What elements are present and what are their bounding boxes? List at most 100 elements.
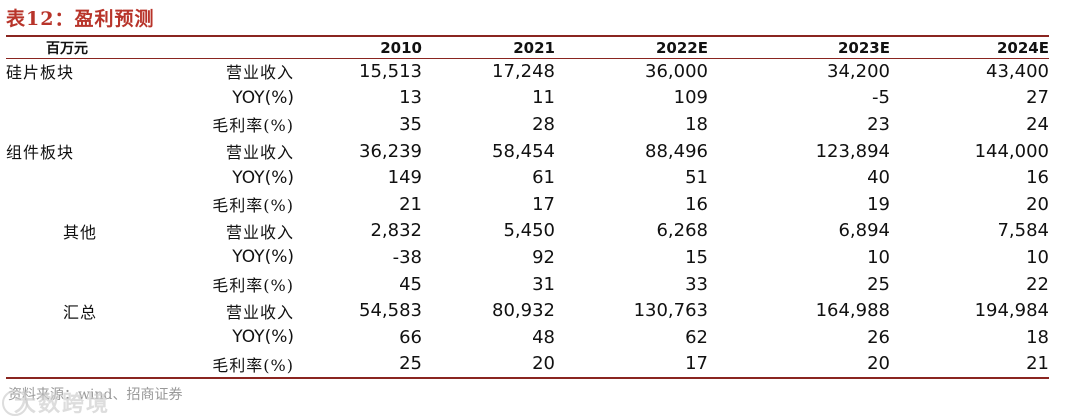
segment-label [6, 244, 176, 271]
forecast-table: 百万元 2010 2021 2022E 2023E 2024E 硅片板块 营业收… [6, 37, 1049, 377]
value-cell: 27 [1026, 87, 1049, 109]
value-cell: 61 [532, 167, 555, 189]
value-cell: 16 [685, 193, 708, 215]
table-row: 毛利率(%) 25 20 17 20 21 [6, 351, 1049, 378]
value-cell: 11 [532, 87, 555, 109]
table-row: 毛利率(%) 35 28 18 23 24 [6, 111, 1049, 138]
segment-label: 汇总 [63, 302, 98, 322]
value-cell: 17 [685, 353, 708, 375]
table-row: YOY(%) 66 48 62 26 18 [6, 324, 1049, 351]
value-cell: 36,000 [645, 60, 708, 82]
watermark-text: 大数跨境 [14, 392, 111, 417]
table-row: YOY(%) -38 92 15 10 10 [6, 244, 1049, 271]
watermark-logo-icon [2, 390, 28, 416]
segment-label: 组件板块 [6, 143, 75, 163]
segment-label [6, 111, 176, 138]
value-cell: 23 [867, 113, 890, 135]
value-cell: 19 [867, 193, 890, 215]
year-header: 2024E [997, 38, 1049, 57]
table-title: 表12：盈利预测 [6, 8, 155, 30]
table-row: 汇总 营业收入 54,583 80,932 130,763 164,988 19… [6, 297, 1049, 324]
segment-label [6, 191, 176, 218]
table-row: 毛利率(%) 45 31 33 25 22 [6, 271, 1049, 298]
value-cell: 22 [1026, 273, 1049, 295]
value-cell: 20 [1026, 193, 1049, 215]
value-cell: 109 [673, 87, 708, 109]
value-cell: 92 [532, 246, 555, 268]
value-cell: 2,832 [370, 220, 422, 242]
metric-label: YOY(%) [232, 247, 294, 268]
value-cell: 13 [399, 87, 422, 109]
value-cell: 144,000 [974, 140, 1049, 162]
source-note: 资料来源：wind、招商证券 [8, 387, 183, 403]
value-cell: 10 [1026, 246, 1049, 268]
value-cell: 7,584 [997, 220, 1049, 242]
metric-label: 毛利率(%) [212, 355, 294, 375]
metric-header [176, 37, 294, 58]
value-cell: 26 [867, 326, 890, 348]
segment-label [6, 324, 176, 351]
value-cell: 6,268 [656, 220, 708, 242]
value-cell: 194,984 [974, 300, 1049, 322]
value-cell: 164,988 [815, 300, 890, 322]
value-cell: 58,454 [492, 140, 555, 162]
value-cell: 88,496 [645, 140, 708, 162]
value-cell: 6,894 [838, 220, 890, 242]
metric-label: YOY(%) [232, 167, 294, 188]
value-cell: 18 [685, 113, 708, 135]
value-cell: 24 [1026, 113, 1049, 135]
metric-label: 毛利率(%) [212, 196, 294, 216]
value-cell: 48 [532, 326, 555, 348]
value-cell: 80,932 [492, 300, 555, 322]
value-cell: 149 [387, 167, 422, 189]
value-cell: 25 [867, 273, 890, 295]
value-cell: 51 [685, 167, 708, 189]
metric-label: 营业收入 [225, 222, 294, 242]
table-row: 组件板块 营业收入 36,239 58,454 88,496 123,894 1… [6, 138, 1049, 165]
value-cell: 43,400 [986, 60, 1049, 82]
value-cell: 54,583 [359, 300, 422, 322]
header-rule [6, 58, 1049, 59]
value-cell: 20 [867, 353, 890, 375]
year-header: 2022E [656, 38, 708, 57]
value-cell: 31 [532, 273, 555, 295]
year-header: 2021 [513, 38, 555, 57]
segment-label [6, 271, 176, 298]
value-cell: 40 [867, 167, 890, 189]
segment-label: 硅片板块 [6, 63, 75, 83]
metric-label: 营业收入 [225, 143, 294, 163]
top-rule [6, 35, 1049, 37]
table-row: 其他 营业收入 2,832 5,450 6,268 6,894 7,584 [6, 218, 1049, 245]
metric-label: YOY(%) [232, 87, 294, 108]
value-cell: 130,763 [633, 300, 708, 322]
value-cell: 45 [399, 273, 422, 295]
bottom-rule [6, 377, 1049, 379]
value-cell: 62 [685, 326, 708, 348]
value-cell: 10 [867, 246, 890, 268]
value-cell: 21 [1026, 353, 1049, 375]
table-row: YOY(%) 13 11 109 -5 27 [6, 85, 1049, 112]
segment-label [6, 164, 176, 191]
value-cell: 16 [1026, 167, 1049, 189]
value-cell: 33 [685, 273, 708, 295]
value-cell: 21 [399, 193, 422, 215]
metric-label: 营业收入 [225, 63, 294, 83]
value-cell: 15 [685, 246, 708, 268]
year-header: 2023E [838, 38, 890, 57]
value-cell: 5,450 [503, 220, 555, 242]
segment-label [6, 85, 176, 112]
value-cell: 35 [399, 113, 422, 135]
year-header: 2010 [380, 38, 422, 57]
value-cell: 123,894 [815, 140, 890, 162]
value-cell: 34,200 [827, 60, 890, 82]
value-cell: 15,513 [359, 60, 422, 82]
metric-label: 毛利率(%) [212, 116, 294, 136]
segment-label: 其他 [63, 222, 98, 242]
value-cell: -5 [872, 87, 890, 109]
metric-label: 营业收入 [225, 302, 294, 322]
table-row: 硅片板块 营业收入 15,513 17,248 36,000 34,200 43… [6, 58, 1049, 85]
metric-label: YOY(%) [232, 327, 294, 348]
value-cell: 17 [532, 193, 555, 215]
unit-label: 百万元 [46, 40, 88, 57]
value-cell: 36,239 [359, 140, 422, 162]
